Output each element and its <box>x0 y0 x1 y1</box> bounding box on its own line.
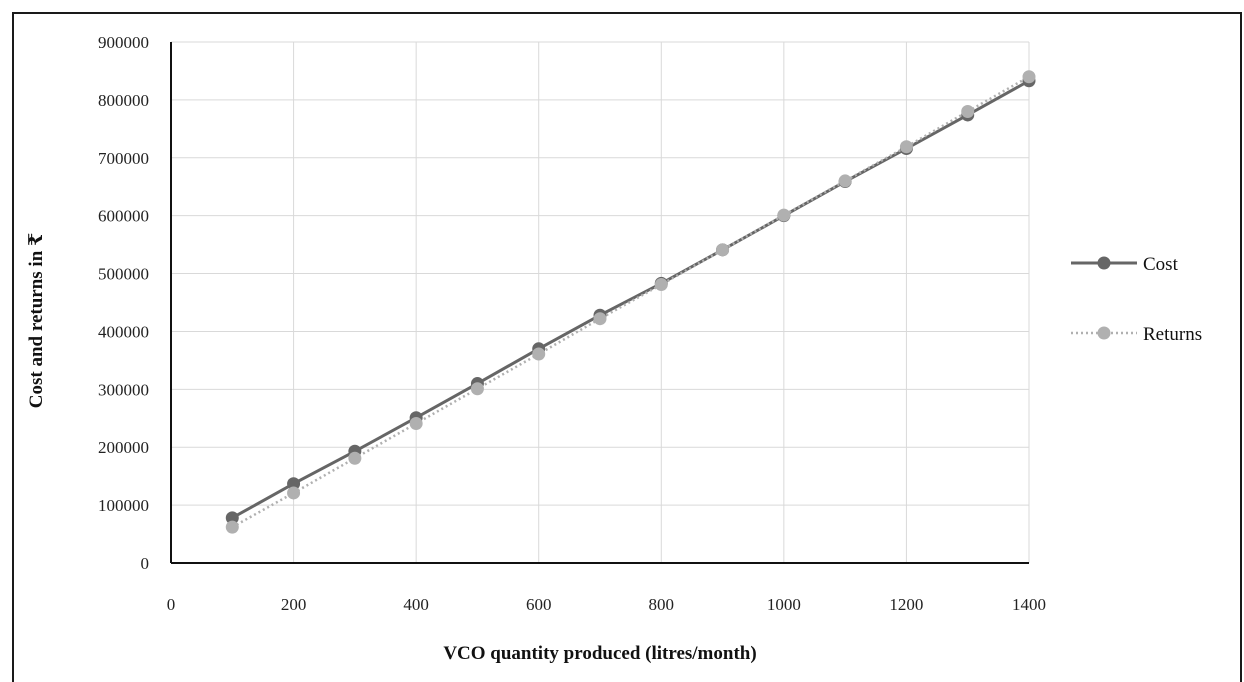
series-returns <box>225 70 1036 534</box>
data-point-returns <box>838 174 852 188</box>
y-tick-label: 400000 <box>98 322 149 341</box>
data-point-returns <box>899 140 913 154</box>
data-point-returns <box>348 451 362 465</box>
series-layer <box>225 70 1036 534</box>
legend-label-cost: Cost <box>1143 254 1179 275</box>
data-point-cost <box>287 477 301 491</box>
data-point-returns <box>777 208 791 222</box>
x-tick-label: 400 <box>403 595 429 614</box>
data-point-returns <box>287 486 301 500</box>
y-tick-label: 700000 <box>98 149 149 168</box>
x-tick-label: 200 <box>281 595 307 614</box>
y-tick-labels: 0 100000 200000 300000 400000 500000 600000 700… <box>98 33 149 573</box>
data-point-returns <box>532 347 546 361</box>
legend: Cost Returns <box>1071 254 1202 345</box>
data-point-returns <box>593 312 607 326</box>
x-tick-labels: 0 200 400 600 800 1000 1200 1400 <box>167 595 1046 614</box>
y-tick-label: 600000 <box>98 207 149 226</box>
legend-swatch-marker-returns <box>1097 326 1111 340</box>
data-point-returns <box>225 520 239 534</box>
data-point-returns <box>409 416 423 430</box>
data-point-returns <box>654 278 668 292</box>
chart-frame <box>12 12 1242 682</box>
data-point-returns <box>961 104 975 118</box>
legend-label-returns: Returns <box>1143 324 1202 345</box>
y-tick-label: 900000 <box>98 33 149 52</box>
legend-swatch-marker-cost <box>1097 256 1111 270</box>
x-tick-label: 1000 <box>767 595 801 614</box>
y-tick-label: 500000 <box>98 265 149 284</box>
x-tick-label: 800 <box>649 595 675 614</box>
y-tick-label: 100000 <box>98 496 149 515</box>
data-point-cost <box>225 511 239 525</box>
x-axis-title: VCO quantity produced (litres/month) <box>443 643 756 664</box>
x-tick-label: 0 <box>167 595 176 614</box>
y-tick-label: 300000 <box>98 380 149 399</box>
y-tick-label: 0 <box>141 554 150 573</box>
series-line-cost <box>231 79 1030 520</box>
axes <box>170 42 1029 564</box>
y-tick-label: 800000 <box>98 91 149 110</box>
data-point-returns <box>470 382 484 396</box>
data-point-returns <box>1022 70 1036 84</box>
x-tick-label: 1400 <box>1012 595 1046 614</box>
series-cost <box>225 74 1036 525</box>
x-tick-label: 1200 <box>889 595 923 614</box>
legend-item-cost: Cost <box>1071 254 1179 275</box>
y-tick-label: 200000 <box>98 438 149 457</box>
data-point-returns <box>716 243 730 257</box>
legend-item-returns: Returns <box>1071 324 1202 345</box>
y-axis-title: Cost and returns in ₹ <box>26 233 47 408</box>
x-tick-label: 600 <box>526 595 552 614</box>
grid <box>171 41 1030 563</box>
